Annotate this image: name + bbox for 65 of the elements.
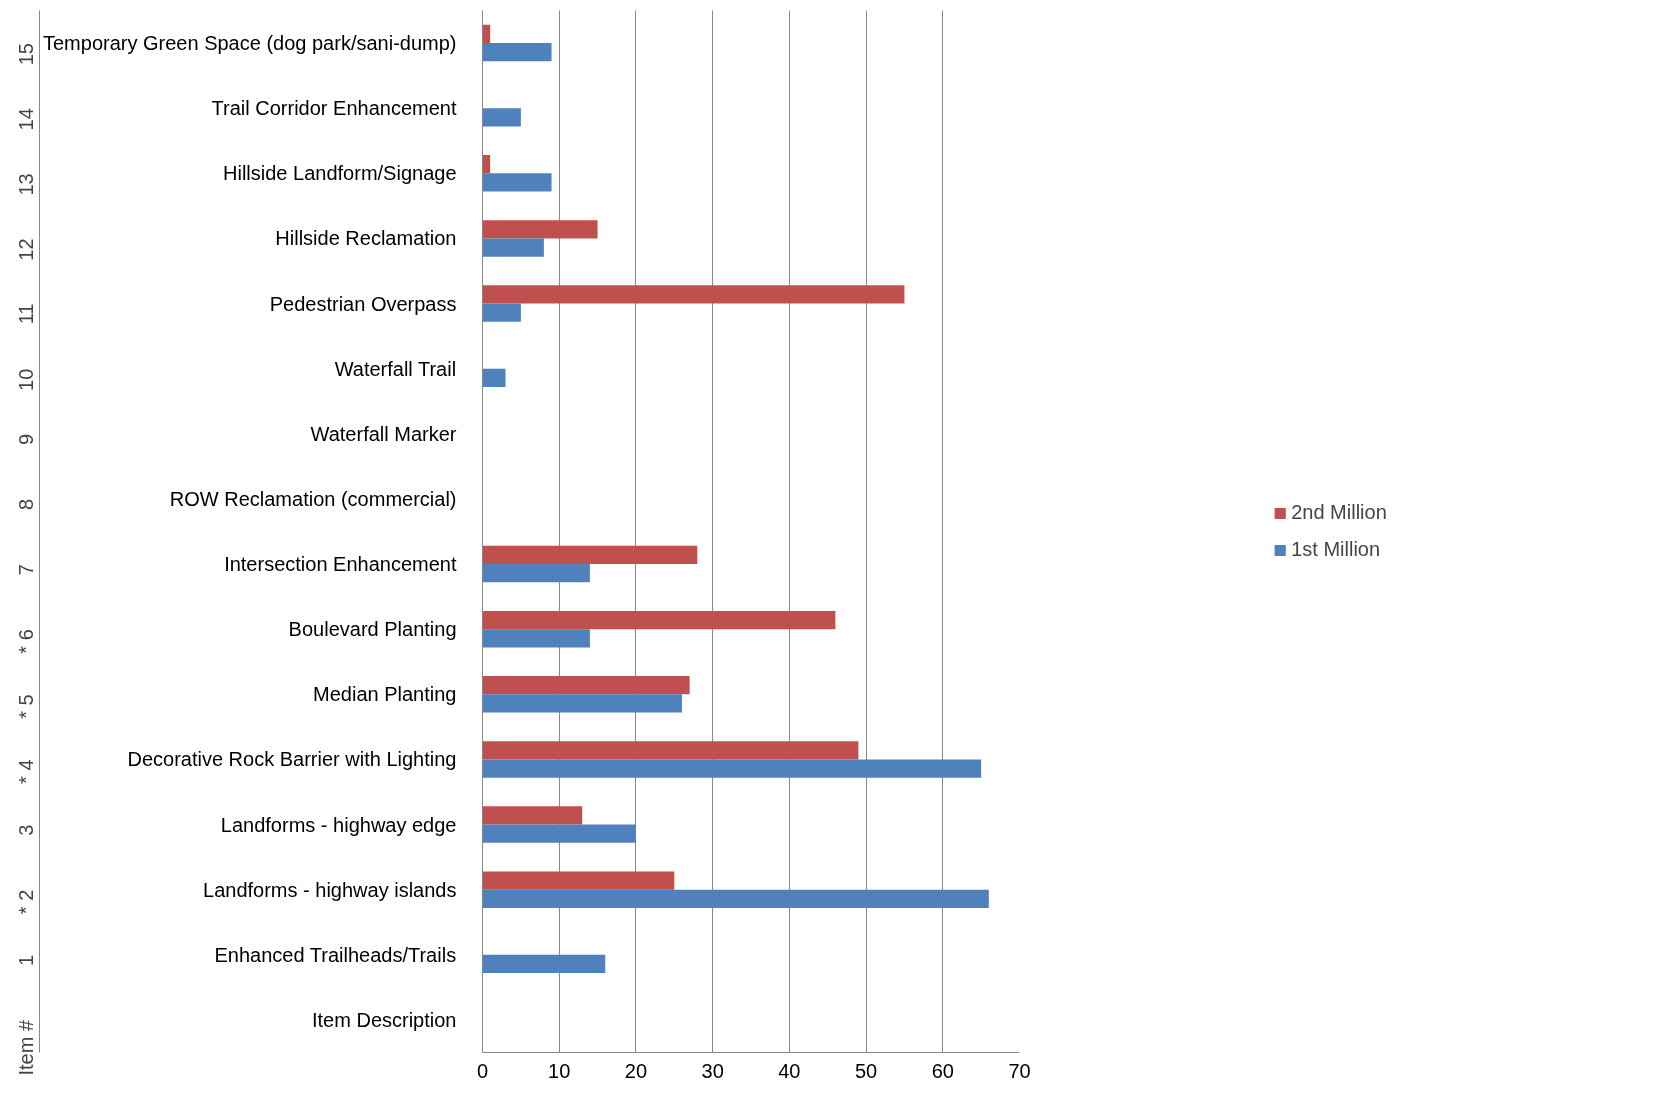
bar xyxy=(482,694,682,713)
y-tick-label: Trail Corridor Enhancement xyxy=(211,97,457,120)
bar xyxy=(482,759,982,778)
bar xyxy=(482,155,491,174)
text: 15 xyxy=(14,43,37,66)
x-tick-label: 10 xyxy=(548,1059,571,1082)
bar xyxy=(482,43,552,62)
text: * 4 xyxy=(14,759,37,784)
y-tick-label: Intersection Enhancement xyxy=(224,553,457,576)
bar xyxy=(482,238,544,257)
y-tick-label: Landforms - highway edge xyxy=(220,813,457,836)
legend-label: 1st Million xyxy=(1291,538,1381,561)
bar xyxy=(482,545,698,565)
bar xyxy=(482,889,989,908)
bar xyxy=(482,676,690,695)
y-tick-label: Landforms - highway islands xyxy=(203,878,457,901)
x-tick-label: 40 xyxy=(778,1059,801,1082)
x-tick-label: 60 xyxy=(931,1059,954,1082)
text: Item # xyxy=(14,1019,37,1076)
y-tick-label: Enhanced Trailheads/Trails xyxy=(214,943,457,966)
bar xyxy=(482,629,590,648)
bar xyxy=(482,610,836,630)
bar xyxy=(482,108,521,127)
text: * 5 xyxy=(14,694,37,719)
y-tick-label: Waterfall Trail xyxy=(334,357,457,380)
text: 3 xyxy=(14,824,37,836)
x-tick-label: 20 xyxy=(624,1059,648,1082)
bar xyxy=(482,303,521,322)
y-tick-label: Item Description xyxy=(312,1008,457,1031)
text: 8 xyxy=(14,498,37,511)
legend-label: 2nd Million xyxy=(1291,501,1387,524)
x-tick-label: 70 xyxy=(1008,1059,1031,1082)
bar xyxy=(482,368,506,387)
text: * 6 xyxy=(14,629,37,654)
text: * 2 xyxy=(14,889,37,915)
y-tick-label: Hillside Landform/Signage xyxy=(223,162,457,185)
text: 9 xyxy=(14,433,37,445)
text: 11 xyxy=(14,303,37,325)
bar xyxy=(482,954,606,974)
bar xyxy=(482,871,675,890)
y-tick-label: Boulevard Planting xyxy=(288,618,457,641)
bar xyxy=(482,741,859,760)
y-tick-label: Pedestrian Overpass xyxy=(269,292,457,315)
bar xyxy=(482,806,583,825)
text: 1 xyxy=(14,954,37,966)
text: 12 xyxy=(14,238,37,261)
y-tick-label: Hillside Reclamation xyxy=(275,227,457,250)
bar xyxy=(482,564,590,583)
bar xyxy=(482,824,636,843)
bar xyxy=(482,24,491,44)
text: 7 xyxy=(14,564,37,576)
bar xyxy=(482,220,598,239)
y-tick-label: Decorative Rock Barrier with Lighting xyxy=(127,748,457,771)
y-tick-label: Waterfall Marker xyxy=(310,422,457,445)
bar xyxy=(482,173,552,192)
text: 10 xyxy=(14,368,37,391)
y-tick-label: Median Planting xyxy=(313,683,457,706)
bar xyxy=(482,285,905,304)
y-tick-label: ROW Reclamation (commercial) xyxy=(169,487,457,510)
text: 13 xyxy=(14,173,37,196)
y-tick-label: Temporary Green Space (dog park/sani-dump) xyxy=(42,32,457,55)
x-tick-label: 0 xyxy=(476,1059,489,1082)
x-tick-label: 50 xyxy=(854,1059,878,1082)
text: 14 xyxy=(14,108,37,131)
x-tick-label: 30 xyxy=(701,1059,724,1082)
